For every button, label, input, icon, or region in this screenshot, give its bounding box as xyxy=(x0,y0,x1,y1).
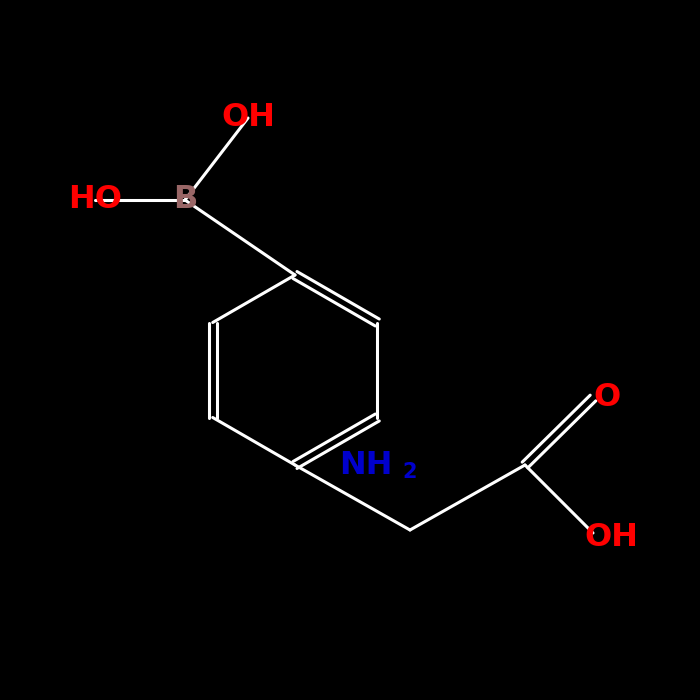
Text: OH: OH xyxy=(584,522,638,554)
Text: O: O xyxy=(594,382,621,414)
Text: B: B xyxy=(173,185,197,216)
Text: 2: 2 xyxy=(402,462,416,482)
Text: HO: HO xyxy=(68,185,122,216)
Text: NH: NH xyxy=(340,449,393,480)
Text: OH: OH xyxy=(221,102,275,134)
